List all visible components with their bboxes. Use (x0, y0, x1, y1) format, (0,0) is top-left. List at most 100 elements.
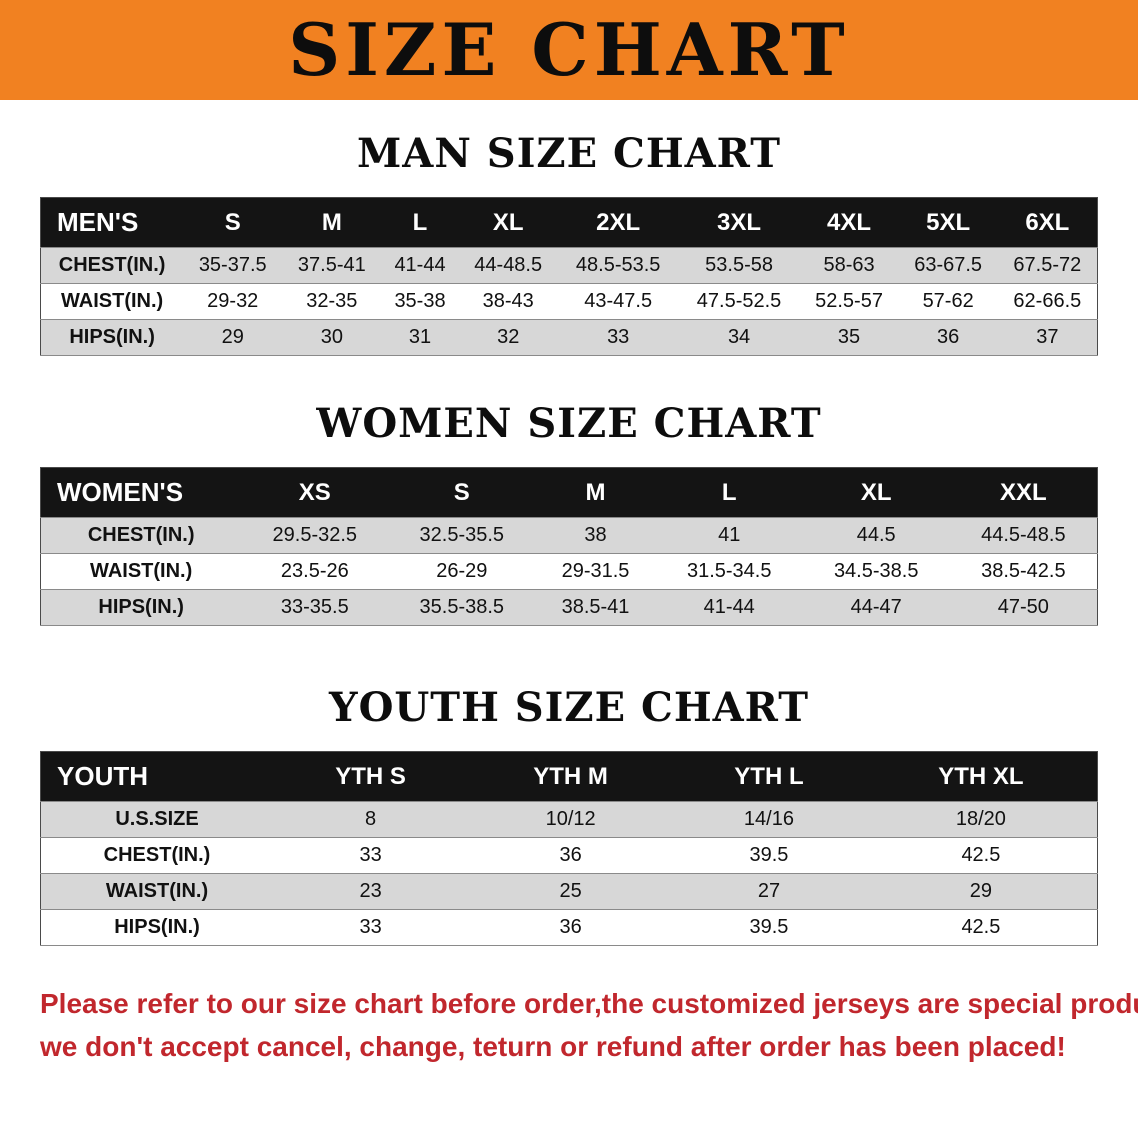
size-column-header: L (412, 208, 428, 236)
size-column-header: XS (298, 478, 331, 506)
size-value: 52.5-57 (799, 283, 899, 320)
size-value: 44-47 (802, 589, 950, 626)
size-column-header: M (585, 478, 606, 506)
size-value: 18/20 (864, 801, 1098, 838)
size-value: 48.5-53.5 (557, 247, 679, 284)
size-value: 33 (273, 837, 469, 874)
size-value: 27 (673, 873, 865, 910)
measurement-row: CHEST(IN.) 29.5-32.5 32.5-35.5 38 41 44.5 44.5… (40, 517, 1098, 554)
table-corner-label: MEN'S (57, 207, 139, 237)
youth-size-chart-section: YOUTH SIZE CHART YOUTH YTH S YTH M YTH L YTH… (0, 684, 1138, 946)
size-column-header: S (453, 478, 470, 506)
size-column-header: YTH L (734, 762, 804, 790)
size-value: 47.5-52.5 (678, 283, 800, 320)
size-value: 29 (864, 873, 1098, 910)
size-value: 32 (458, 319, 558, 356)
measurement-row: CHEST(IN.) 35-37.5 37.5-41 41-44 44-48.5 48.5… (40, 247, 1098, 284)
row-label: HIPS(IN.) (40, 319, 184, 356)
size-value: 31 (381, 319, 459, 356)
size-value: 58-63 (799, 247, 899, 284)
size-value: 67.5-72 (997, 247, 1098, 284)
size-value: 38.5-41 (535, 589, 656, 626)
row-label: HIPS(IN.) (40, 589, 242, 626)
size-column-header: 2XL (596, 208, 641, 236)
size-value: 38.5-42.5 (949, 553, 1098, 590)
size-value: 39.5 (673, 909, 865, 946)
size-value: 26-29 (388, 553, 536, 590)
size-column-header: YTH S (335, 762, 406, 790)
size-column-header: L (721, 478, 737, 506)
size-column-header: 6XL (1025, 208, 1070, 236)
size-value: 33 (273, 909, 469, 946)
size-column-header: M (321, 208, 342, 236)
size-column-header: XXL (1000, 478, 1047, 506)
women-size-chart-section: WOMEN SIZE CHART WOMEN'S XS S M L XL XXL CHEST(… (0, 400, 1138, 626)
order-policy-line-2: we don't accept cancel, change, teturn o… (40, 1031, 1066, 1063)
size-value: 39.5 (673, 837, 865, 874)
size-value: 36 (468, 909, 674, 946)
size-value: 37.5-41 (282, 247, 382, 284)
measurement-row: CHEST(IN.) 33 36 39.5 42.5 (40, 837, 1098, 874)
size-column-header: YTH XL (938, 762, 1024, 790)
size-value: 36 (898, 319, 998, 356)
header-row: MEN'S S M L XL 2XL 3XL 4XL 5XL 6XL (40, 197, 1098, 248)
row-label: CHEST(IN.) (40, 837, 274, 874)
size-value: 30 (282, 319, 382, 356)
row-label: CHEST(IN.) (40, 517, 242, 554)
size-value: 36 (468, 837, 674, 874)
table-corner-label: YOUTH (57, 761, 148, 791)
header-row: WOMEN'S XS S M L XL XXL (40, 467, 1098, 518)
row-label: U.S.SIZE (40, 801, 274, 838)
size-value: 29 (183, 319, 283, 356)
measurement-row: WAIST(IN.) 23.5-26 26-29 29-31.5 31.5-34.5 34… (40, 553, 1098, 590)
measurement-row: U.S.SIZE 8 10/12 14/16 18/20 (40, 801, 1098, 838)
measurement-row: WAIST(IN.) 23 25 27 29 (40, 873, 1098, 910)
size-value: 63-67.5 (898, 247, 998, 284)
size-column-header: 4XL (827, 208, 872, 236)
size-value: 33-35.5 (241, 589, 389, 626)
size-value: 41-44 (381, 247, 459, 284)
size-value: 35-38 (381, 283, 459, 320)
header-row: YOUTH YTH S YTH M YTH L YTH XL (40, 751, 1098, 802)
size-value: 35 (799, 319, 899, 356)
size-column-header: S (224, 208, 241, 236)
men-size-table: MEN'S S M L XL 2XL 3XL 4XL 5XL 6XL CHEST(IN.) 35-37… (40, 197, 1098, 356)
size-value: 42.5 (864, 909, 1098, 946)
size-value: 29-32 (183, 283, 283, 320)
measurement-row: HIPS(IN.) 29 30 31 32 33 34 35 36 37 (40, 319, 1098, 356)
size-value: 44.5 (802, 517, 950, 554)
youth-size-table: YOUTH YTH S YTH M YTH L YTH XL U.S.SIZE 8 10/12… (40, 751, 1098, 946)
women-size-table: WOMEN'S XS S M L XL XXL CHEST(IN.) 29.5-32.5 32.5… (40, 467, 1098, 626)
order-policy-note: Please refer to our size chart before or… (40, 982, 1138, 1069)
size-value: 42.5 (864, 837, 1098, 874)
row-label: WAIST(IN.) (40, 553, 242, 590)
banner-title: SIZE CHART (288, 7, 850, 92)
size-value: 35.5-38.5 (388, 589, 536, 626)
size-value: 47-50 (949, 589, 1098, 626)
size-column-header: XL (860, 478, 892, 506)
size-value: 25 (468, 873, 674, 910)
row-label: WAIST(IN.) (40, 283, 184, 320)
size-value: 53.5-58 (678, 247, 800, 284)
youth-chart-title: YOUTH SIZE CHART (329, 684, 809, 731)
size-value: 62-66.5 (997, 283, 1098, 320)
size-value: 29-31.5 (535, 553, 656, 590)
size-value: 57-62 (898, 283, 998, 320)
size-column-header: 5XL (926, 208, 971, 236)
women-chart-title: WOMEN SIZE CHART (316, 400, 822, 447)
size-value: 14/16 (673, 801, 865, 838)
measurement-row: WAIST(IN.) 29-32 32-35 35-38 38-43 43-47.5 47.… (40, 283, 1098, 320)
size-value: 44-48.5 (458, 247, 558, 284)
size-value: 8 (273, 801, 469, 838)
size-value: 29.5-32.5 (241, 517, 389, 554)
size-chart-banner: SIZE CHART (0, 0, 1138, 100)
men-size-chart-section: MAN SIZE CHART MEN'S S M L XL 2XL 3XL 4XL 5XL 6XL… (0, 130, 1138, 356)
men-chart-title: MAN SIZE CHART (357, 130, 781, 177)
size-value: 41-44 (655, 589, 803, 626)
size-column-header: YTH M (533, 762, 608, 790)
size-value: 23 (273, 873, 469, 910)
size-value: 38-43 (458, 283, 558, 320)
size-value: 23.5-26 (241, 553, 389, 590)
measurement-row: HIPS(IN.) 33-35.5 35.5-38.5 38.5-41 41-44 44-… (40, 589, 1098, 626)
